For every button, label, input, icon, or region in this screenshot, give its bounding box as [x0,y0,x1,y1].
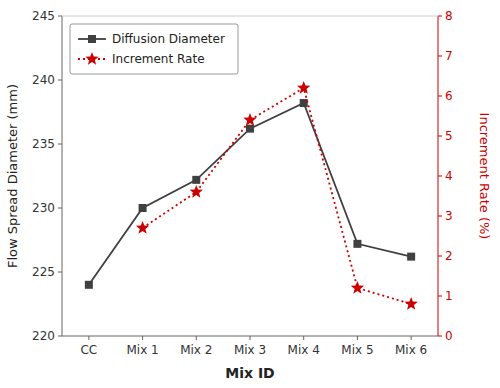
y-tick-label: 230 [32,201,55,215]
legend-label: Increment Rate [112,52,205,66]
y2-tick [438,16,442,17]
x-tick [88,336,89,340]
legend-label: Diffusion Diameter [112,32,225,46]
y2-tick-label: 5 [445,129,453,143]
x-tick [196,336,197,340]
series-marker [246,125,254,133]
series-marker [192,176,200,184]
series-marker [190,185,203,198]
legend: Diffusion Diameter Increment Rate [70,24,238,74]
y-tick [58,272,62,273]
y-tick-label: 225 [32,265,55,279]
x-tick [142,336,143,340]
y2-tick-label: 0 [445,329,453,343]
y2-tick-label: 6 [445,89,453,103]
y2-tick-label: 8 [445,9,453,23]
y2-tick [438,56,442,57]
series-marker [136,221,149,234]
series-marker [300,99,308,107]
y2-tick [438,296,442,297]
x-tick-label: Mix 1 [126,343,158,357]
y2-tick [438,336,442,337]
legend-marker [88,35,96,43]
x-tick-label: Mix 6 [395,343,427,357]
y2-tick-label: 4 [445,169,453,183]
x-tick-label: Mix 5 [341,343,373,357]
y2-tick [438,136,442,137]
y-tick [58,16,62,17]
plot-area [85,81,418,310]
series-marker [139,204,147,212]
y-tick [58,144,62,145]
y-axis-label: Flow Spread Diameter (mm) [5,84,20,268]
x-tick-label: Mix 2 [180,343,212,357]
y2-tick [438,256,442,257]
x-tick-label: Mix 3 [234,343,266,357]
x-tick-label: CC [80,343,97,357]
y2-tick [438,216,442,217]
y-tick-label: 245 [32,9,55,23]
series-marker [351,281,364,294]
x-tick [411,336,412,340]
y-tick [58,80,62,81]
y-tick-label: 240 [32,73,55,87]
legend-box [70,24,238,74]
series-marker [243,113,256,126]
y2-tick [438,96,442,97]
y2-tick-label: 3 [445,209,453,223]
y-tick-label: 220 [32,329,55,343]
y2-tick-label: 1 [445,289,453,303]
y-tick [58,336,62,337]
x-tick [250,336,251,340]
y2-tick-label: 7 [445,49,453,63]
x-tick [303,336,304,340]
chart: 220 225 230 235 240 245 0 1 2 3 4 5 6 7 8 CC Mix 1 Mix 2 M… [0,0,500,388]
plot-top-line [62,16,438,17]
series-marker [297,81,310,94]
series-line [143,88,412,304]
x-tick-label: Mix 4 [288,343,320,357]
y2-tick-label: 2 [445,249,453,263]
y2-tick [438,176,442,177]
y-tick-label: 235 [32,137,55,151]
series-marker [85,281,93,289]
legend-marker [85,52,98,65]
y-tick [58,208,62,209]
series-marker [404,297,417,310]
x-tick [357,336,358,340]
x-axis-label: Mix ID [225,365,274,381]
y-axis-line [62,16,63,336]
y2-axis-label: Increment Rate (%) [477,113,492,240]
series-marker [353,240,361,248]
series-marker [407,253,415,261]
series-line [89,103,411,285]
